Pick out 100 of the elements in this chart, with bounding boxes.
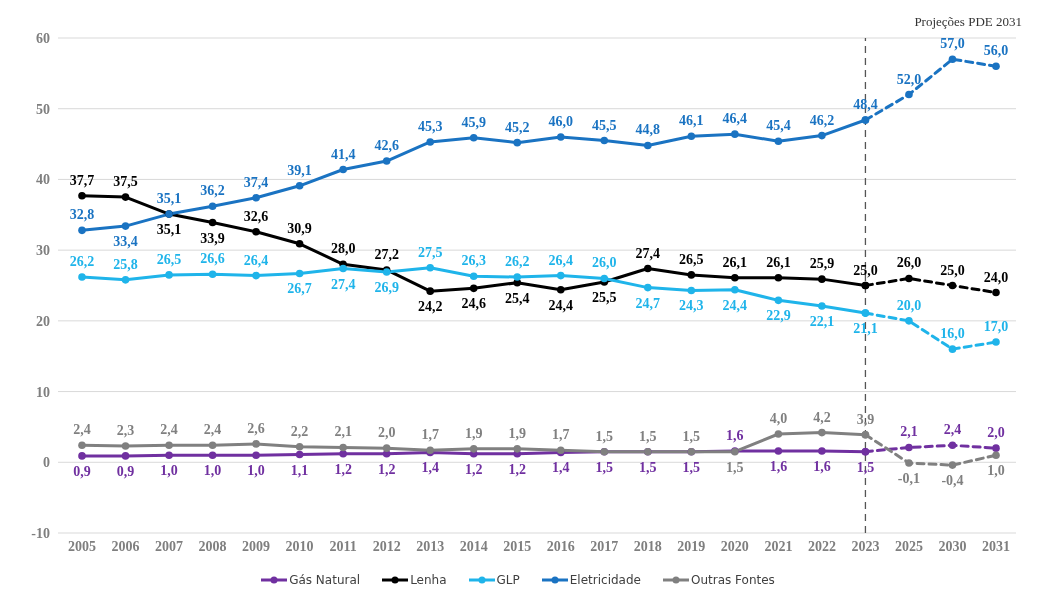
x-tick-label: 2006 (111, 538, 140, 554)
data-label: 2,4 (73, 422, 91, 438)
data-label: 2,3 (116, 423, 135, 439)
data-label: 1,5 (595, 459, 614, 475)
data-label: 52,0 (896, 71, 922, 87)
data-label: 26,9 (374, 280, 399, 296)
data-label: 2,0 (377, 425, 396, 441)
data-label: 1,9 (464, 425, 483, 441)
data-label: 2,1 (334, 424, 352, 440)
data-label: 1,2 (334, 461, 352, 477)
data-label: 35,1 (156, 222, 182, 238)
data-label: 25,8 (113, 256, 138, 272)
y-tick-label: 10 (36, 384, 50, 400)
data-label: 1,9 (508, 425, 526, 441)
data-label: 1,4 (552, 460, 570, 476)
data-label: 25,4 (504, 290, 530, 306)
data-label: 25,0 (940, 262, 965, 278)
data-label: 24,4 (722, 297, 748, 313)
data-label: 26,1 (766, 254, 791, 270)
y-tick-label: 60 (36, 30, 50, 46)
data-label: 2,2 (290, 423, 309, 439)
x-tick-label: 2010 (285, 538, 314, 554)
data-label: 25,5 (592, 289, 617, 305)
data-label: 57,0 (940, 36, 965, 52)
data-label: 33,9 (200, 230, 225, 246)
data-label: 1,5 (856, 459, 875, 475)
data-label: 24,4 (548, 297, 574, 313)
data-label: 56,0 (983, 43, 1009, 59)
y-tick-label: -10 (31, 525, 50, 541)
legend-label: Lenha (410, 573, 447, 587)
data-label: 27,5 (417, 244, 443, 260)
x-tick-label: 2017 (590, 538, 619, 554)
data-label: 32,8 (69, 207, 95, 223)
x-tick-label: 2012 (372, 538, 401, 554)
data-label: 0,9 (73, 463, 91, 479)
data-label: 1,7 (552, 427, 570, 443)
legend-label: GLP (496, 573, 520, 587)
data-label: 21,1 (853, 321, 878, 337)
data-label: 1,6 (769, 458, 788, 474)
data-label: 2,4 (160, 422, 178, 438)
data-label: 22,1 (809, 314, 835, 330)
data-label: 24,3 (679, 298, 704, 314)
data-label: 1,1 (290, 462, 309, 478)
data-label: 1,4 (421, 460, 439, 476)
legend-label: Gás Natural (289, 573, 361, 587)
data-label: 27,4 (635, 245, 661, 261)
legend-label: Outras Fontes (690, 573, 775, 587)
data-label: 1,5 (639, 428, 657, 444)
x-tick-label: 2015 (503, 538, 532, 554)
data-label: 37,5 (113, 174, 138, 190)
x-tick-label: 2021 (764, 538, 793, 554)
data-label: 2,4 (203, 422, 222, 438)
data-label: 42,6 (374, 138, 399, 154)
x-tick-label: 2005 (68, 538, 96, 554)
data-label: 27,2 (374, 246, 399, 262)
x-tick-label: 2011 (329, 538, 357, 554)
data-label: 1,5 (595, 428, 614, 444)
data-label: 32,6 (243, 208, 269, 224)
data-label: 16,0 (940, 326, 965, 342)
y-tick-label: 20 (36, 313, 50, 329)
data-label: 24,0 (983, 269, 1009, 285)
data-label: 17,0 (983, 319, 1009, 335)
data-label: 46,4 (722, 111, 748, 127)
data-label: 22,9 (766, 308, 791, 324)
data-label: 1,6 (813, 458, 831, 474)
data-label: 4,0 (769, 411, 788, 426)
x-tick-label: 2008 (198, 538, 227, 554)
legend-label: Eletricidade (569, 573, 641, 587)
data-label: -0,1 (897, 470, 921, 486)
data-label: 45,5 (592, 117, 617, 133)
data-label: 27,4 (330, 276, 356, 292)
data-label: 2,0 (987, 425, 1005, 441)
data-label: 26,0 (896, 255, 922, 271)
data-label: 35,1 (156, 191, 182, 207)
x-tick-label: 2009 (242, 538, 271, 554)
data-label: 4,2 (813, 409, 831, 425)
data-label: 45,2 (504, 119, 530, 135)
data-label: 26,5 (156, 251, 182, 267)
data-label: 26,5 (679, 251, 704, 267)
data-label: 1,7 (421, 427, 439, 443)
data-label: 41,4 (330, 146, 356, 162)
data-label: 1,0 (247, 463, 265, 479)
data-label: 1,2 (464, 461, 483, 477)
data-label: 26,2 (69, 254, 95, 270)
data-label: 26,0 (592, 255, 617, 271)
x-tick-label: 2019 (677, 538, 706, 554)
y-tick-label: 50 (36, 101, 50, 117)
data-label: 26,4 (548, 252, 574, 268)
data-label: 1,0 (987, 463, 1005, 479)
data-label: 36,2 (200, 183, 225, 199)
data-label: 44,8 (635, 122, 661, 138)
data-label: 3,9 (856, 411, 875, 427)
data-label: 48,4 (853, 97, 878, 113)
text: Projeções PDE 2031 (914, 14, 1022, 30)
x-tick-label: 2020 (720, 538, 749, 554)
data-label: 45,4 (766, 118, 791, 134)
data-label: 1,0 (160, 463, 178, 479)
data-label: 1,6 (726, 427, 744, 443)
data-label: 2,6 (247, 420, 265, 436)
data-label: 37,7 (69, 172, 95, 188)
